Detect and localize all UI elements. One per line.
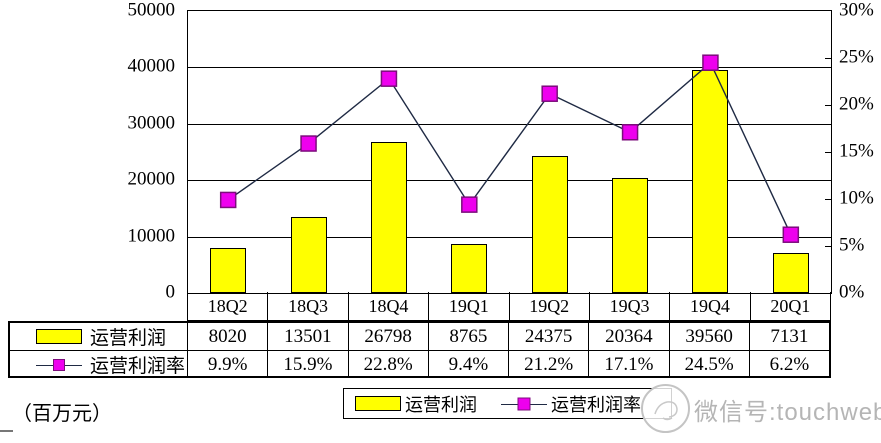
gridline-20000 [188,180,831,182]
table-row-key: 运营利润率 [10,351,187,378]
bar-18q2 [210,247,247,293]
category-label-19q3: 19Q3 [590,292,671,320]
right-axis-tick-mark [825,58,831,59]
table-line-key-icon [36,357,82,372]
table-value-margin-19q2: 21.2% [508,351,588,378]
profit-margin-line-layer [219,54,800,243]
profit-margin-line [227,61,792,236]
table-value-profit-19q1: 8765 [427,323,508,350]
right-axis-tick-mark [825,152,831,153]
category-label-19q1: 19Q1 [429,292,510,320]
bar-20q1 [772,252,809,293]
table-series-name: 运营利润率 [90,356,186,377]
table-value-margin-19q3: 17.1% [588,351,668,378]
line-marker-18q4 [380,70,398,87]
left-axis-tick-50000: 50000 [127,0,176,21]
left-axis-tick-0: 0 [165,281,176,303]
watermark-text: 微信号:touchweb [694,399,881,426]
right-axis-tick-mark [825,199,831,200]
table-value-profit-19q3: 20364 [588,323,668,350]
bar-18q3 [290,216,327,293]
table-value-margin-20q1: 6.2% [748,351,829,378]
unit-label: （百万元） [12,403,112,425]
table-value-profit-19q2: 24375 [508,323,588,350]
category-label-18q4: 18Q4 [349,292,430,320]
line-marker-18q3 [300,135,317,152]
left-axis-tick-20000: 20000 [127,168,176,190]
line-marker-19q2 [541,85,558,102]
line-marker-19q3 [621,124,639,141]
table-value-profit-18q2: 8020 [187,323,267,350]
bar-19q3 [612,178,649,293]
line-marker-18q2 [219,191,237,209]
table-value-margin-19q4: 24.5% [668,351,749,378]
right-axis-tick-0%: 0% [839,281,865,303]
category-label-18q3: 18Q3 [268,292,349,320]
right-axis-tick-20%: 20% [839,93,874,115]
bar-19q1 [451,243,488,293]
bar-18q4 [370,141,407,293]
legend-bar-swatch [355,396,401,411]
category-label-19q4: 19Q4 [670,292,751,320]
table-value-profit-18q4: 26798 [347,323,428,350]
category-label-19q2: 19Q2 [510,292,590,320]
right-axis-tick-5%: 5% [839,234,865,256]
right-axis-tick-25%: 25% [839,46,874,68]
right-axis-tick-15%: 15% [839,140,874,162]
right-axis-tick-30%: 30% [839,0,874,21]
legend-line-key [501,396,547,411]
category-label-20q1: 20Q1 [770,295,811,316]
right-axis-tick-mark [825,105,831,106]
table-row-profit: 运营利润 8020 13501 26798 8765 24375 20364 39560 713… [10,323,829,350]
data-table: 运营利润 8020 13501 26798 8765 24375 20364 39560 713… [8,321,831,378]
line-marker-19q4 [702,54,719,71]
left-axis-tick-10000: 10000 [127,225,176,247]
bar-19q4 [692,69,729,293]
table-marker-icon [53,358,65,371]
legend-marker-icon [517,397,531,410]
gridline-40000 [188,67,831,69]
gridline-10000 [188,236,831,238]
legend-bar-label: 运营利润 [405,394,477,415]
left-axis-tick-40000: 40000 [127,55,176,77]
table-value-margin-18q4: 22.8% [347,351,428,378]
table-value-margin-19q1: 9.4% [427,351,508,378]
category-label-18q2: 18Q2 [188,292,269,320]
right-axis-tick-mark [825,246,831,247]
table-value-profit-20q1: 7131 [748,323,829,350]
left-axis-tick-30000: 30000 [127,112,176,134]
table-value-profit-19q4: 39560 [668,323,749,350]
table-row-key: 运营利润 [10,323,187,350]
category-axis-row: 18Q2 18Q3 18Q4 19Q1 19Q2 19Q3 19Q4 20Q1 [187,292,831,321]
line-marker-19q1 [461,196,478,213]
bar-19q2 [531,155,568,293]
right-axis-tick-10%: 10% [839,187,874,209]
table-value-profit-18q3: 13501 [267,323,347,350]
legend-line-label: 运营利润率 [551,394,641,415]
plot-area [187,10,832,294]
table-value-margin-18q3: 15.9% [267,351,347,378]
line-marker-20q1 [782,226,800,243]
corner-dash [0,430,13,432]
table-bar-swatch-icon [36,329,82,344]
table-series-name: 运营利润 [90,328,167,349]
table-row-margin: 运营利润率 9.9% 15.9% 22.8% 9.4% 21.2% 17.1% 24.5% 6.… [10,350,829,378]
table-value-margin-18q2: 9.9% [187,351,267,378]
gridline-30000 [188,123,831,125]
watermark-logo-icon [641,384,690,433]
legend: 运营利润 运营利润率 [343,388,672,419]
